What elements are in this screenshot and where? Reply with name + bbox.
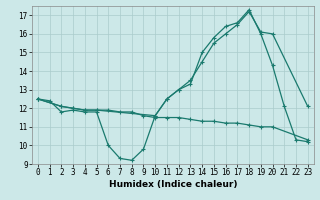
X-axis label: Humidex (Indice chaleur): Humidex (Indice chaleur) xyxy=(108,180,237,189)
